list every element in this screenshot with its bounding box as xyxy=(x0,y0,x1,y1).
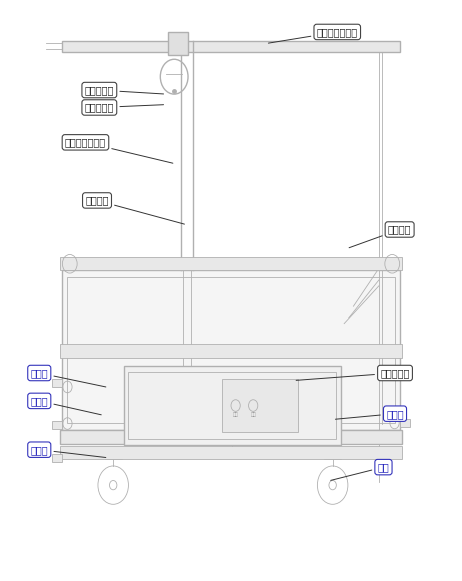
Text: 进水口: 进水口 xyxy=(30,396,101,415)
Text: 高压电极: 高压电极 xyxy=(349,224,411,248)
Bar xyxy=(52,421,62,429)
Text: 无线微安表: 无线微安表 xyxy=(85,85,164,95)
Bar xyxy=(124,366,341,445)
Text: 抽水管: 抽水管 xyxy=(335,408,404,419)
Bar xyxy=(52,379,62,387)
Bar xyxy=(168,32,188,55)
Bar xyxy=(180,378,195,394)
Text: 脚轮: 脚轮 xyxy=(331,462,389,480)
Text: 复位: 复位 xyxy=(250,412,256,417)
Bar xyxy=(222,379,298,432)
Bar xyxy=(60,257,402,270)
Text: 微安表绝缘手柄: 微安表绝缘手柄 xyxy=(65,137,173,163)
Bar xyxy=(62,41,400,52)
Text: 排水口: 排水口 xyxy=(30,444,106,457)
Bar xyxy=(52,454,62,462)
Text: 绝缘立柱: 绝缘立柱 xyxy=(85,195,184,224)
Text: 高压电极支撑臂: 高压电极支撑臂 xyxy=(268,27,358,43)
Bar xyxy=(60,430,402,444)
Bar xyxy=(60,344,402,358)
Text: 测量: 测量 xyxy=(233,412,238,417)
Bar xyxy=(67,277,395,423)
Text: 高压输入端: 高压输入端 xyxy=(85,102,164,113)
Bar xyxy=(60,446,402,459)
Bar xyxy=(128,372,336,439)
Bar xyxy=(62,270,400,430)
Text: 水泵控制箱: 水泵控制箱 xyxy=(296,368,410,381)
Bar xyxy=(400,419,410,427)
Text: 注水管: 注水管 xyxy=(30,368,106,387)
